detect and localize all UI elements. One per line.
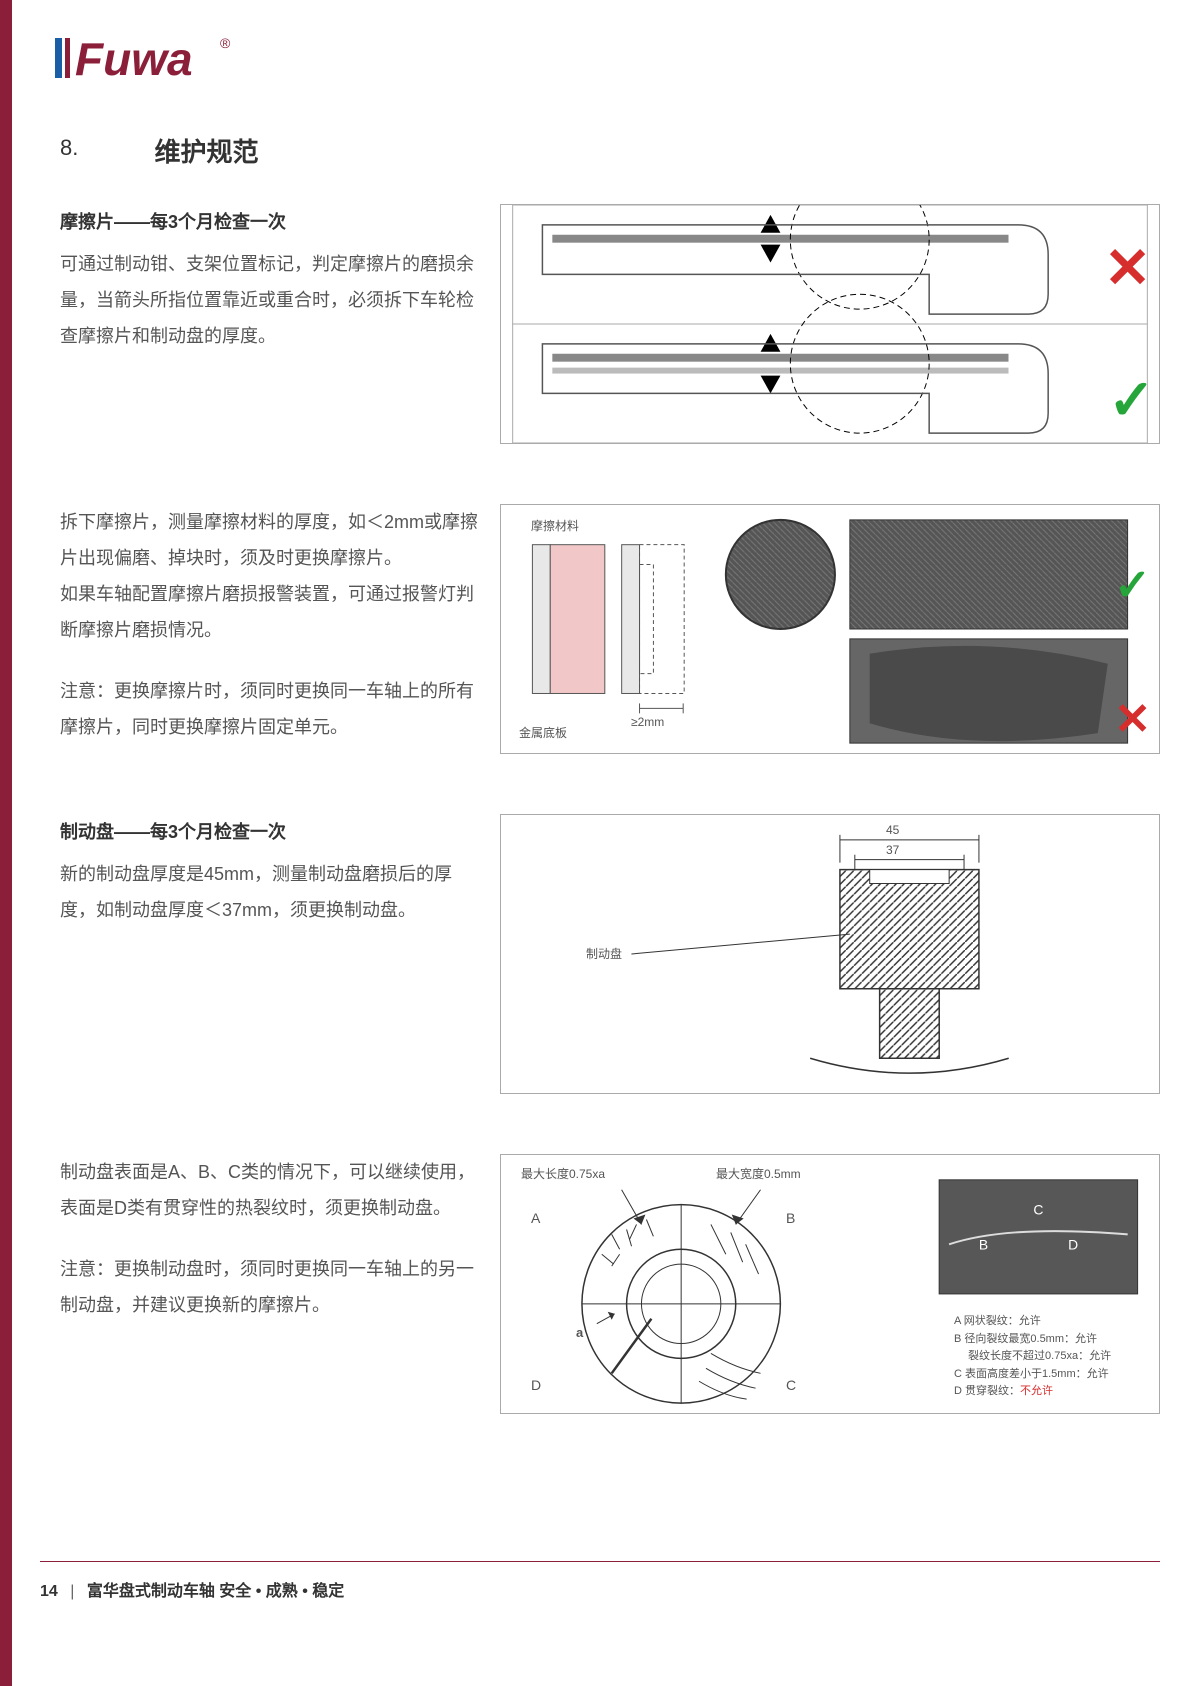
svg-text:B: B — [979, 1236, 988, 1252]
label-max-length: 最大长度0.75xa — [521, 1165, 605, 1182]
block1-heading: 摩擦片——每3个月检查一次 — [60, 204, 480, 240]
cross-icon: ✕ — [1104, 235, 1151, 301]
label-min-thickness: ≥2mm — [631, 715, 664, 729]
label-max-width: 最大宽度0.5mm — [716, 1165, 801, 1182]
footer-text: 富华盘式制动车轴 安全 • 成熟 • 稳定 — [87, 1583, 344, 1600]
label-A: A — [531, 1210, 540, 1226]
figure-disc-thickness: 45 37 制动盘 — [500, 814, 1160, 1094]
label-C: C — [786, 1377, 796, 1393]
figure-pad-wear: 摩擦材料 金属底板 ≥2mm ✓ ✕ — [500, 504, 1160, 754]
section-header: 8. 维护规范 — [60, 120, 1160, 169]
crack-legend: A 网状裂纹：允许 B 径向裂纹最宽0.5mm：允许 裂纹长度不超过0.75xa… — [954, 1313, 1149, 1401]
label-D: D — [531, 1377, 541, 1393]
svg-text:Fuwa: Fuwa — [75, 33, 193, 85]
block1-body: 可通过制动钳、支架位置标记，判定摩擦片的磨损余量，当箭头所指位置靠近或重合时，必… — [60, 246, 480, 354]
label-friction-material: 摩擦材料 — [531, 517, 579, 534]
block4-note: 注意：更换制动盘时，须同时更换同一车轴上的另一制动盘，并建议更换新的摩擦片。 — [60, 1251, 480, 1323]
label-B: B — [786, 1210, 795, 1226]
label-metal-plate: 金属底板 — [519, 724, 567, 741]
section-title: 维护规范 — [154, 132, 258, 169]
legend-B2: 裂纹长度不超过0.75xa：允许 — [954, 1348, 1149, 1366]
label-a: a — [576, 1325, 583, 1340]
figure-caliper-check: ✕ ✓ — [500, 204, 1160, 444]
svg-text:®: ® — [220, 35, 231, 51]
label-dim-45: 45 — [886, 823, 899, 837]
block2-p1: 拆下摩擦片，测量摩擦材料的厚度，如＜2mm或摩擦片出现偏磨、掉块时，须及时更换摩… — [60, 504, 480, 576]
page-number: 14 — [40, 1583, 58, 1600]
footer-separator: | — [70, 1583, 74, 1600]
section-number: 8. — [60, 135, 150, 161]
block3-heading: 制动盘——每3个月检查一次 — [60, 814, 480, 850]
block2-note: 注意：更换摩擦片时，须同时更换同一车轴上的所有摩擦片，同时更换摩擦片固定单元。 — [60, 673, 480, 745]
cross-icon: ✕ — [1114, 694, 1151, 745]
legend-A: A 网状裂纹：允许 — [954, 1313, 1149, 1331]
block3-body: 新的制动盘厚度是45mm，测量制动盘磨损后的厚度，如制动盘厚度＜37mm，须更换… — [60, 856, 480, 928]
side-stripe — [0, 0, 12, 1686]
brand-logo: Fuwa ® — [55, 30, 235, 85]
block2-p2: 如果车轴配置摩擦片磨损报警装置，可通过报警灯判断摩擦片磨损情况。 — [60, 576, 480, 648]
legend-D: D 贯穿裂纹：不允许 — [954, 1383, 1149, 1401]
legend-B1: B 径向裂纹最宽0.5mm：允许 — [954, 1331, 1149, 1349]
label-dim-37: 37 — [886, 843, 899, 857]
svg-text:C: C — [1033, 1202, 1043, 1218]
svg-text:D: D — [1068, 1236, 1078, 1252]
label-disc: 制动盘 — [586, 945, 622, 962]
figure-disc-cracks: C B D 最大长度0.75xa 最大宽度0.5mm A B C D a A 网… — [500, 1154, 1160, 1414]
check-icon: ✓ — [1108, 367, 1155, 433]
block4-p1: 制动盘表面是A、B、C类的情况下，可以继续使用，表面是D类有贯穿性的热裂纹时，须… — [60, 1154, 480, 1226]
legend-C: C 表面高度差小于1.5mm：允许 — [954, 1366, 1149, 1384]
check-icon: ✓ — [1114, 560, 1151, 611]
page-footer: 14 | 富华盘式制动车轴 安全 • 成熟 • 稳定 — [40, 1561, 1160, 1601]
